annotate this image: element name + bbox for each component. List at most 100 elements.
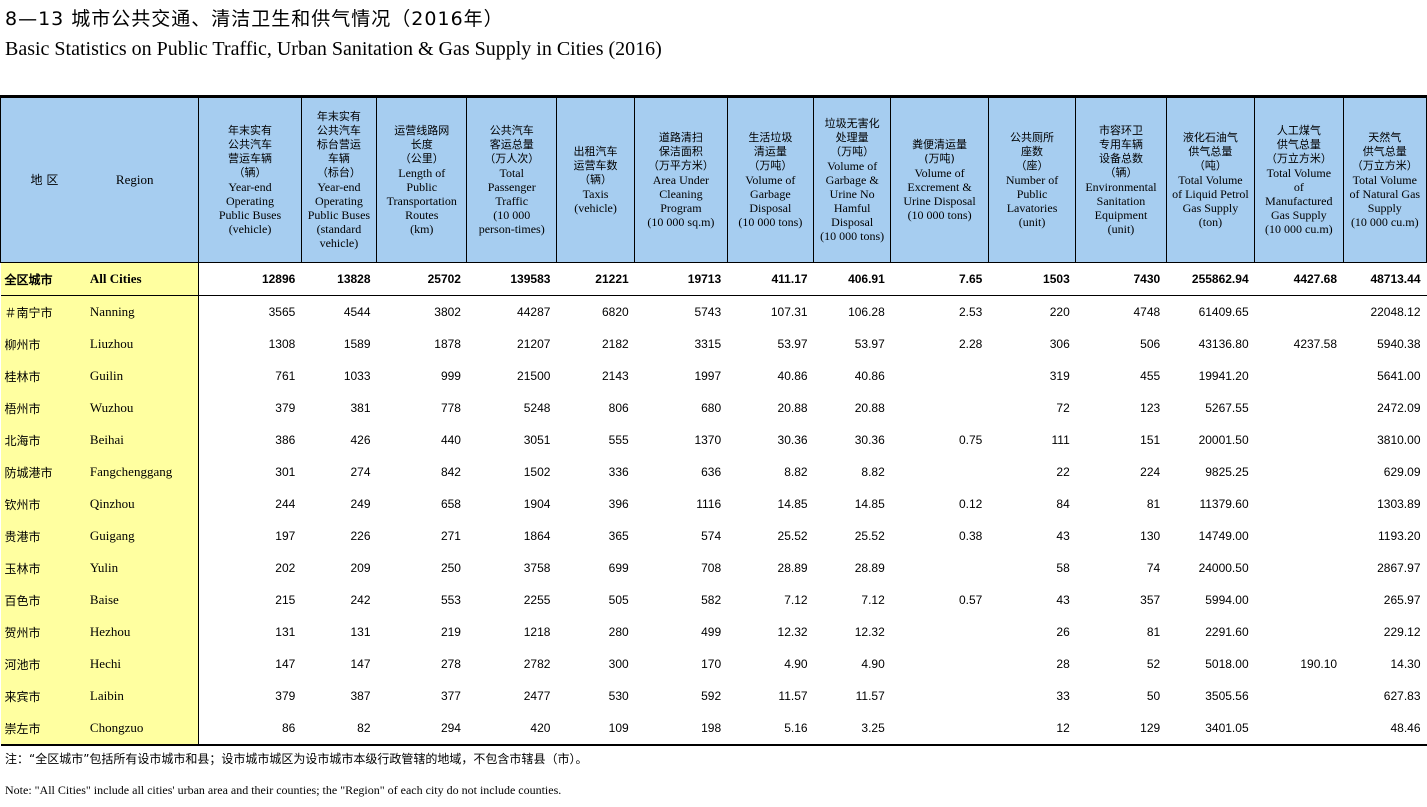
table-cell: 147 <box>275 657 296 671</box>
table-cell: 139583 <box>466 262 557 296</box>
table-cell: 24000.50 <box>1198 561 1249 575</box>
table-cell: 19941.20 <box>1198 369 1249 383</box>
table-cell: 761 <box>275 369 296 383</box>
table-cell: 220 <box>1049 305 1070 319</box>
table-cell: 5018.00 <box>1205 657 1249 671</box>
table-cell <box>891 616 989 648</box>
table-cell: 82 <box>357 721 371 735</box>
table-cell: 4.90 <box>861 657 885 671</box>
table-cell: 1218 <box>523 625 551 639</box>
header-row: 地 区 Region 年末实有 公共汽车 营运车辆 （辆） Year-end Op… <box>0 96 1427 263</box>
table-cell: 455 <box>1140 369 1161 383</box>
table-row: 来宾市 Laibin 379 387 377 2477 530 592 11.57 11.57 33… <box>0 680 1427 712</box>
table-cell: 40.86 <box>854 369 885 383</box>
table-cell: 1589 <box>343 337 371 351</box>
region-name-en: Qinzhou <box>87 488 200 520</box>
table-cell: 13828 <box>301 262 377 296</box>
table-cell: 129 <box>1140 721 1161 735</box>
region-name-en: All Cities <box>87 262 200 296</box>
table-cell: 255862.94 <box>1166 262 1255 296</box>
table-cell: 107.31 <box>770 305 808 319</box>
table-cell: 8.82 <box>861 465 885 479</box>
header-region-zh: 地 区 <box>0 96 88 263</box>
header-route-length: 运营线路网 长度 （公里） Length of Public Transporta… <box>376 96 468 263</box>
region-name-zh: 钦州市 <box>0 488 88 520</box>
table-cell: 440 <box>440 433 461 447</box>
table-cell: 5641.00 <box>1377 369 1421 383</box>
table-cell: 1193.20 <box>1378 529 1421 543</box>
table-cell: 197 <box>275 529 296 543</box>
table-cell: 2472.09 <box>1377 401 1421 415</box>
table-cell: 52 <box>1146 657 1161 671</box>
table-cell: 20.88 <box>854 401 885 415</box>
table-cell: 43 <box>1056 529 1070 543</box>
table-cell: 301 <box>275 465 296 479</box>
table-cell: 11379.60 <box>1199 497 1249 511</box>
page-title-en: Basic Statistics on Public Traffic, Urba… <box>5 38 662 60</box>
table-cell: 224 <box>1140 465 1161 479</box>
table-cell: 33 <box>1056 689 1070 703</box>
header-zh: 天然气 供气总量 （万立方米） <box>1351 131 1418 172</box>
table-cell: 50 <box>1146 689 1161 703</box>
table-cell: 3565 <box>268 305 296 319</box>
table-cell: 2143 <box>601 369 629 383</box>
table-cell: 2.28 <box>958 337 983 351</box>
table-cell: 699 <box>608 561 629 575</box>
table-cell <box>891 552 989 584</box>
table-cell: 294 <box>440 721 461 735</box>
table-cell: 365 <box>608 529 629 543</box>
table-cell: 21500 <box>517 369 551 383</box>
header-en: Environmental Sanitation Equipment (unit… <box>1085 180 1157 236</box>
header-zh: 垃圾无害化 处理量 （万吨） <box>824 117 880 158</box>
table-cell: 5.16 <box>784 721 808 735</box>
header-en: Number of Public Lavatories (unit) <box>1005 173 1059 229</box>
table-cell: 74 <box>1146 561 1161 575</box>
table-cell: 14749.00 <box>1198 529 1249 543</box>
header-en: Total Volume of Manufactured Gas Supply … <box>1265 166 1333 236</box>
header-en: Total Volume of Liquid Petrol Gas Supply… <box>1172 173 1249 229</box>
header-year-end-buses: 年末实有 公共汽车 营运车辆 （辆） Year-end Operating Pub… <box>198 96 302 263</box>
table-cell: 1370 <box>694 433 722 447</box>
table-cell: 387 <box>350 689 371 703</box>
table-cell: 4237.58 <box>1293 337 1338 351</box>
table-cell: 170 <box>701 657 722 671</box>
table-cell: 708 <box>701 561 722 575</box>
table-row: 桂林市 Guilin 761 1033 999 21500 2143 1997 40.86 40.… <box>0 360 1427 392</box>
table-cell: 3401.05 <box>1205 721 1249 735</box>
table-cell: 1904 <box>523 497 551 511</box>
table-cell: 3315 <box>694 337 722 351</box>
table-cell: 499 <box>701 625 722 639</box>
table-cell: 86 <box>281 721 296 735</box>
header-en: Year-end Operating Public Buses (vehicle… <box>218 180 282 236</box>
table-cell <box>1255 296 1343 329</box>
table-cell: 0.57 <box>958 593 983 607</box>
header-natural-gas-supply: 天然气 供气总量 （万立方米） Total Volume of Natural G… <box>1342 96 1427 263</box>
table-cell: 11.57 <box>778 689 808 703</box>
table-cell: 58 <box>1056 561 1070 575</box>
header-en: Taxis (vehicle) <box>574 187 617 215</box>
table-cell: 1503 <box>988 262 1076 296</box>
table-cell: 131 <box>350 625 371 639</box>
table-cell: 420 <box>530 721 551 735</box>
footnote-zh: 注：“全区城市”包括所有设市城市和县；设市城市城区为设市城市本级行政管辖的地域，… <box>5 752 588 766</box>
region-name-zh: 河池市 <box>0 648 88 680</box>
header-zh: 道路清扫 保洁面积 （万平方米） <box>647 131 714 172</box>
header-en: Year-end Operating Public Buses (standar… <box>307 180 371 250</box>
table-cell: 61409.65 <box>1198 305 1249 319</box>
table-cell: 190.10 <box>1300 657 1338 671</box>
table-cell: 28.89 <box>777 561 808 575</box>
header-cleaning-area: 道路清扫 保洁面积 （万平方米） Area Under Cleaning Prog… <box>634 96 728 263</box>
header-zh: 年末实有 公共汽车 营运车辆 （辆） <box>228 124 272 179</box>
table-cell: 5743 <box>694 305 722 319</box>
table-cell: 406.91 <box>813 262 891 296</box>
table-cell <box>1255 680 1343 712</box>
table-cell: 357 <box>1140 593 1161 607</box>
table-cell: 4427.68 <box>1254 262 1344 296</box>
table-cell: 109 <box>608 721 629 735</box>
table-cell: 3051 <box>523 433 551 447</box>
table-cell: 2477 <box>523 689 551 703</box>
table-row: 柳州市 Liuzhou 1308 1589 1878 21207 2182 3315 53.97… <box>0 328 1427 360</box>
table-cell: 11.57 <box>855 689 885 703</box>
table-cell: 249 <box>350 497 371 511</box>
table-cell: 198 <box>701 721 722 735</box>
